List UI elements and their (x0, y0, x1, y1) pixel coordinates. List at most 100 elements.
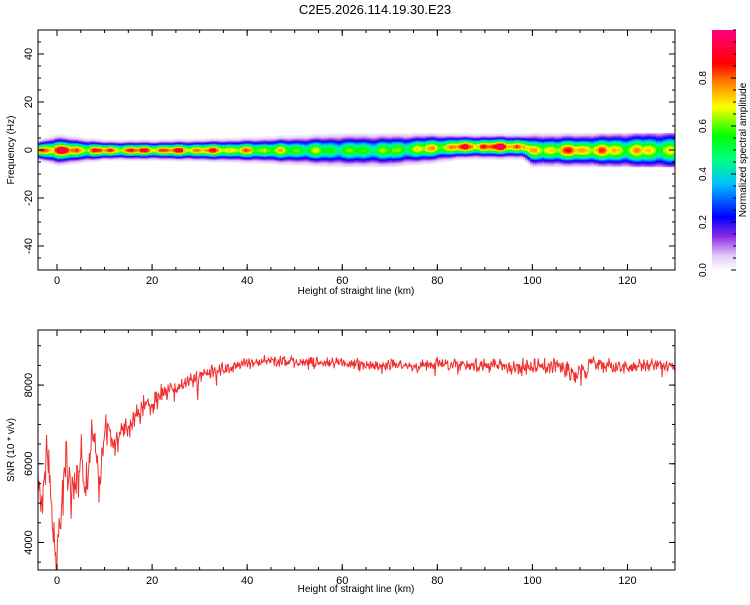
heatmap-cell (45, 159, 48, 160)
heatmap-cell (149, 147, 153, 148)
heatmap-cell (171, 159, 174, 161)
heatmap-cell (266, 154, 269, 156)
heatmap-cell (263, 151, 267, 153)
heatmap-cell (68, 152, 72, 154)
heatmap-cell (68, 141, 72, 142)
heatmap-cell (161, 152, 165, 154)
heatmap-cell (194, 150, 198, 151)
heatmap-cell (190, 153, 193, 154)
heatmap-cell (197, 155, 201, 157)
heatmap-cell (206, 154, 210, 156)
heatmap-cell (57, 134, 60, 136)
heatmap-cell (156, 148, 160, 150)
heatmap-cell (202, 139, 205, 141)
heatmap-cell (247, 142, 250, 144)
heatmap-cell (240, 148, 243, 150)
heatmap-cell (185, 150, 189, 152)
heatmap-cell (221, 144, 224, 146)
heatmap-cell (275, 141, 279, 142)
heatmap-cell (209, 148, 212, 150)
heatmap-cell (225, 161, 229, 163)
heatmap-cell (68, 150, 72, 152)
heatmap-cell (52, 143, 56, 145)
heatmap-cell (90, 151, 94, 153)
heatmap-cell (301, 152, 305, 154)
heatmap-cell (142, 151, 146, 153)
heatmap-cell (240, 160, 243, 162)
heatmap-cell (173, 140, 177, 142)
heatmap-cell (54, 162, 58, 164)
heatmap-cell (159, 159, 162, 160)
heatmap-cell (171, 156, 174, 157)
heatmap-cell (59, 137, 63, 139)
heatmap-cell (251, 141, 255, 142)
heatmap-cell (147, 157, 151, 159)
heatmap-cell (99, 146, 103, 148)
heatmap-cell (111, 153, 115, 154)
heatmap-cell (66, 139, 70, 141)
heatmap-cell (263, 142, 267, 144)
heatmap-cell (187, 147, 191, 148)
heatmap-cell (116, 142, 120, 144)
heatmap-cell (140, 153, 143, 154)
heatmap-cell (116, 149, 120, 151)
heatmap-cell (140, 148, 143, 150)
heatmap-cell (173, 144, 177, 146)
heatmap-cell (57, 142, 60, 144)
heatmap-cell (294, 152, 298, 154)
heatmap-cell (104, 141, 108, 143)
heatmap-cell (71, 142, 75, 144)
heatmap-cell (190, 139, 193, 141)
heatmap-cell (142, 156, 146, 157)
heatmap-cell (240, 137, 243, 139)
heatmap-cell (80, 150, 84, 152)
heatmap-cell (221, 157, 224, 159)
heatmap-cell (223, 143, 227, 145)
heatmap-cell (259, 139, 262, 141)
heatmap-cell (270, 162, 274, 163)
heatmap-cell (311, 157, 315, 159)
heatmap-cell (45, 139, 48, 141)
heatmap-cell (204, 146, 208, 148)
heatmap-cell (187, 157, 191, 159)
heatmap-cell (289, 147, 293, 148)
heatmap-cell (318, 154, 322, 156)
heatmap-cell (118, 159, 122, 161)
heatmap-cell (42, 146, 46, 148)
heatmap-cell (218, 139, 222, 141)
heatmap-cell (211, 142, 215, 144)
heatmap-cell (180, 144, 184, 146)
heatmap-cell (194, 146, 198, 148)
heatmap-cell (106, 157, 110, 159)
heatmap-cell (301, 137, 305, 139)
heatmap-cell (95, 142, 98, 144)
heatmap-cell (57, 147, 60, 148)
heatmap-cell (171, 141, 174, 142)
heatmap-cell (240, 155, 243, 157)
heatmap-cell (180, 143, 184, 145)
heatmap-cell (128, 157, 132, 159)
heatmap-cell (178, 139, 182, 141)
heatmap-cell (171, 140, 174, 142)
heatmap-cell (278, 157, 281, 159)
heatmap-cell (130, 150, 134, 151)
heatmap-cell (318, 144, 322, 146)
heatmap-cell (40, 153, 44, 154)
heatmap-cell (163, 159, 167, 160)
heatmap-cell (218, 149, 222, 151)
heatmap-cell (263, 141, 267, 143)
heatmap-cell (218, 152, 222, 154)
heatmap-cell (185, 157, 189, 159)
heatmap-cell (97, 144, 101, 146)
heatmap-cell (287, 158, 291, 160)
heatmap-cell (254, 150, 258, 151)
heatmap-cell (240, 160, 243, 162)
heatmap-cell (308, 153, 312, 154)
heatmap-cell (42, 149, 46, 151)
heatmap-cell (168, 144, 172, 145)
heatmap-cell (313, 141, 317, 142)
heatmap-cell (190, 141, 193, 142)
heatmap-cell (97, 157, 101, 159)
heatmap-cell (47, 157, 51, 159)
heatmap-cell (114, 156, 117, 157)
